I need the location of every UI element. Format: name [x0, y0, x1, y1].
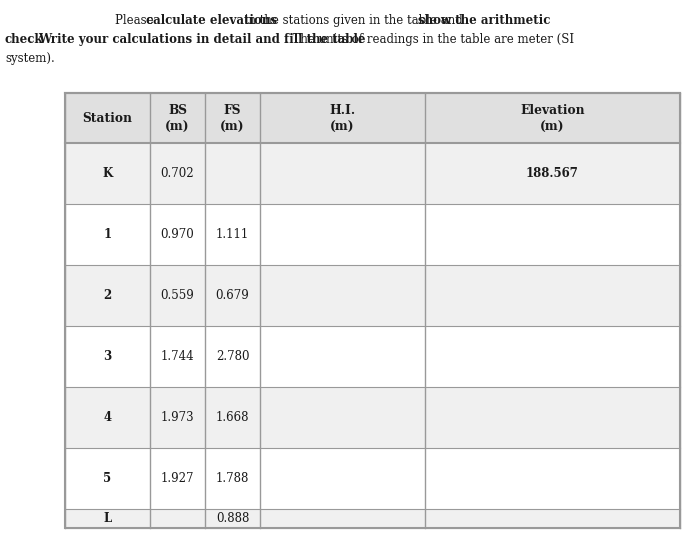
Text: K: K: [103, 167, 112, 180]
Text: . The units of readings in the table are meter (SI: . The units of readings in the table are…: [285, 33, 574, 46]
Text: 1.111: 1.111: [216, 228, 249, 241]
Text: in the stations given in the table and: in the stations given in the table and: [241, 14, 466, 27]
Bar: [65, 387, 680, 448]
Text: 1.744: 1.744: [161, 350, 194, 363]
Text: (m): (m): [220, 121, 245, 133]
Bar: [65, 93, 680, 143]
Bar: [65, 93, 680, 528]
Bar: [65, 326, 680, 387]
Text: FS: FS: [223, 103, 242, 116]
Circle shape: [445, 260, 665, 480]
Bar: [65, 509, 680, 528]
Bar: [65, 265, 680, 326]
Text: calculate elevations: calculate elevations: [146, 14, 277, 27]
Text: (m): (m): [540, 121, 565, 133]
Text: show the arithmetic: show the arithmetic: [418, 14, 550, 27]
Text: 0.679: 0.679: [216, 289, 249, 302]
Text: Please: Please: [115, 14, 158, 27]
Text: BS: BS: [168, 103, 187, 116]
Text: 2: 2: [103, 289, 112, 302]
Text: 188.567: 188.567: [526, 167, 579, 180]
Circle shape: [335, 375, 445, 485]
Polygon shape: [300, 95, 520, 220]
Text: check: check: [5, 33, 44, 46]
Text: 1: 1: [103, 228, 112, 241]
Text: L: L: [103, 512, 112, 525]
Text: 0.888: 0.888: [216, 512, 249, 525]
Text: (m): (m): [330, 121, 355, 133]
Text: (m): (m): [165, 121, 189, 133]
Text: 0.970: 0.970: [160, 228, 194, 241]
Text: 2.780: 2.780: [216, 350, 249, 363]
Text: Elevation: Elevation: [520, 103, 585, 116]
Text: 1.668: 1.668: [216, 411, 249, 424]
Text: system).: system).: [5, 52, 55, 65]
Text: 1.973: 1.973: [161, 411, 194, 424]
Bar: [65, 448, 680, 509]
Text: H.I.: H.I.: [330, 103, 355, 116]
Text: 1.927: 1.927: [161, 472, 194, 485]
Text: 0.559: 0.559: [160, 289, 194, 302]
Text: 1.788: 1.788: [216, 472, 249, 485]
Text: Station: Station: [83, 111, 133, 124]
Text: 3: 3: [103, 350, 112, 363]
Bar: [65, 143, 680, 204]
Text: 4: 4: [103, 411, 112, 424]
Bar: [65, 204, 680, 265]
Text: 5: 5: [103, 472, 112, 485]
Text: .: .: [28, 33, 36, 46]
Text: Write your calculations in detail and fill the table: Write your calculations in detail and fi…: [37, 33, 365, 46]
Text: 0.702: 0.702: [161, 167, 194, 180]
